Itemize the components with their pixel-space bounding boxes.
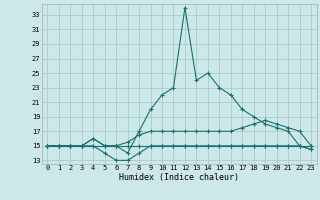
X-axis label: Humidex (Indice chaleur): Humidex (Indice chaleur) bbox=[119, 173, 239, 182]
